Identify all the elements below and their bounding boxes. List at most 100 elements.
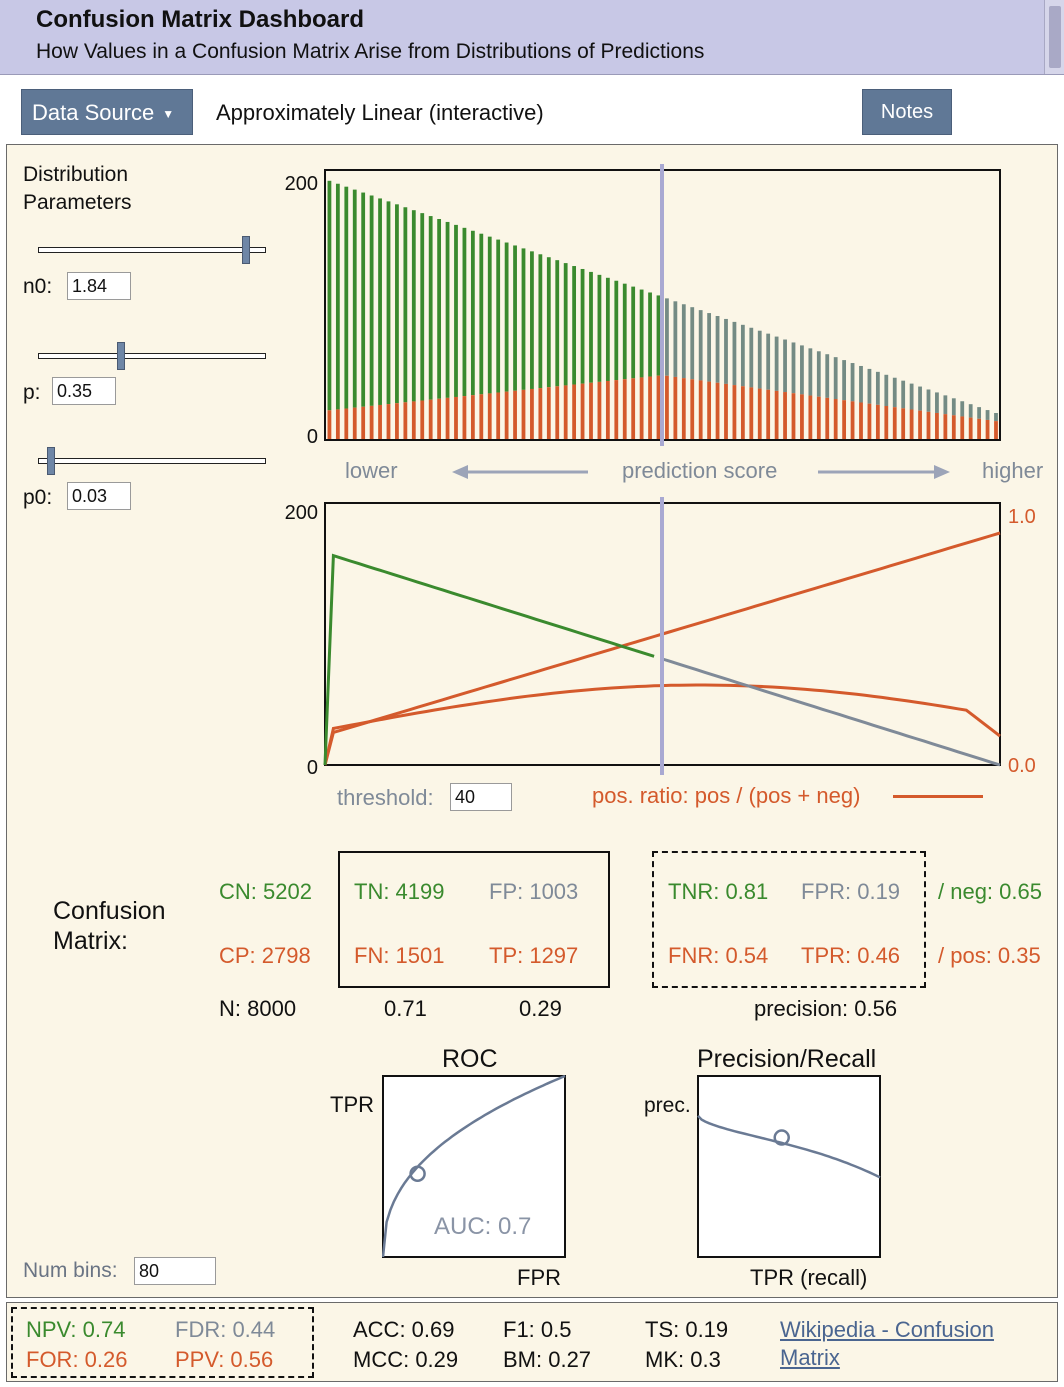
histogram-pos-bar <box>639 377 644 440</box>
histogram-neg-bar <box>732 321 737 386</box>
histogram-pos-bar <box>454 396 458 440</box>
histogram-neg-bar <box>622 283 627 380</box>
histogram-neg-bar <box>555 260 560 387</box>
histogram-pos-bar <box>538 388 543 440</box>
p-label: p: <box>23 381 41 404</box>
histogram-neg-bar <box>867 368 872 404</box>
histogram-pos-bar <box>850 401 855 440</box>
header-scrollbar[interactable] <box>1044 0 1064 74</box>
histogram-neg-bar <box>572 266 577 385</box>
scrollbar-thumb[interactable] <box>1049 6 1061 68</box>
histogram-neg-bar <box>951 398 956 416</box>
histogram-pos-bar <box>901 408 906 440</box>
pr-title: Precision/Recall <box>697 1045 877 1073</box>
histogram-pos-bar <box>622 379 627 440</box>
cumulative-y-max: 200 <box>285 502 318 524</box>
histogram-neg-bar <box>833 357 838 400</box>
roc-xlabel: FPR <box>517 1265 561 1290</box>
p-input[interactable]: 0.35 <box>52 377 116 405</box>
num-bins-input[interactable]: 80 <box>134 1257 216 1285</box>
histogram-neg-bar <box>479 233 484 395</box>
histogram-neg-bar <box>580 268 585 384</box>
histogram-neg-bar <box>454 224 458 397</box>
params-heading-line2: Parameters <box>23 191 132 214</box>
notes-button[interactable]: Notes <box>862 89 952 135</box>
histogram-neg-bar <box>563 263 568 386</box>
ts-value: TS: 0.19 <box>645 1317 729 1342</box>
histogram-pos-bar <box>690 379 695 440</box>
app-subtitle: How Values in a Confusion Matrix Arise f… <box>36 40 705 63</box>
tp-count: TP: 1297 <box>489 943 579 968</box>
histogram-pos-bar <box>597 381 602 440</box>
histogram-neg-bar <box>428 216 433 400</box>
roc-chart: AUC: 0.7 <box>382 1075 566 1258</box>
histogram-neg-bar <box>926 389 931 412</box>
histogram-neg-bar <box>496 239 501 393</box>
histogram-neg-bar <box>808 348 813 396</box>
data-source-button[interactable]: Data Source ▼ <box>21 89 193 135</box>
histogram-pos-bar <box>892 407 897 440</box>
histogram-pos-bar <box>926 411 931 440</box>
cn-count: CN: 5202 <box>219 879 312 904</box>
histogram-pos-bar <box>791 393 796 440</box>
cp-count: CP: 2798 <box>219 943 311 968</box>
histogram-neg-bar <box>875 371 880 405</box>
n0-input[interactable]: 1.84 <box>67 272 131 300</box>
histogram-pos-bar <box>665 375 669 440</box>
p-slider-thumb[interactable] <box>117 342 125 370</box>
histogram-pos-bar <box>411 401 416 440</box>
axis-prediction-score-label: prediction score <box>622 458 778 483</box>
fdr-value: FDR: 0.44 <box>175 1317 276 1342</box>
histogram-neg-bar <box>690 307 695 380</box>
histogram-pos-bar <box>673 376 678 440</box>
roc-curve <box>382 1075 566 1258</box>
matrix-heading-line2: Matrix: <box>53 927 128 955</box>
histogram-neg-bar <box>665 298 669 376</box>
histogram-pos-bar <box>800 394 804 440</box>
p0-slider[interactable] <box>38 458 266 464</box>
wikipedia-link[interactable]: Wikipedia - Confusion <box>780 1317 994 1342</box>
histogram-neg-bar <box>681 304 686 379</box>
histogram-y-max: 200 <box>285 173 318 195</box>
histogram-pos-bar <box>555 386 560 440</box>
fnr-value: FNR: 0.54 <box>668 943 769 968</box>
arrow-right-icon <box>818 465 950 479</box>
histogram-pos-bar <box>437 398 442 440</box>
histogram-neg-bar <box>724 318 728 384</box>
histogram-pos-bar <box>513 390 517 440</box>
histogram-pos-bar <box>335 409 340 440</box>
arrow-left-icon <box>452 465 588 479</box>
histogram-pos-bar <box>479 394 484 440</box>
histogram-neg-bar <box>985 410 990 420</box>
pos-ratio-legend-line <box>893 795 983 798</box>
histogram-neg-bar <box>884 374 889 406</box>
params-heading-line1: Distribution <box>23 163 129 186</box>
n0-slider[interactable] <box>38 247 266 253</box>
histogram-neg-bar <box>631 286 636 379</box>
wikipedia-link-line2[interactable]: Matrix <box>780 1345 840 1370</box>
histogram-pos-bar <box>462 396 467 440</box>
histogram-neg-bar <box>892 377 897 408</box>
histogram-pos-bar <box>504 391 509 440</box>
histogram-neg-bar <box>538 254 543 389</box>
fn-count: FN: 1501 <box>354 943 445 968</box>
for-value: FOR: 0.26 <box>26 1347 128 1372</box>
p-slider[interactable] <box>38 353 266 359</box>
p0-slider-thumb[interactable] <box>46 447 55 475</box>
histogram-pos-bar <box>918 410 922 440</box>
histogram-pos-bar <box>740 386 745 440</box>
histogram-neg-bar <box>504 242 509 392</box>
pr-ylabel: prec. <box>644 1094 691 1117</box>
ratio-y-max: 1.0 <box>1008 506 1036 528</box>
p0-input[interactable]: 0.03 <box>67 482 131 510</box>
n-total: N: 8000 <box>219 996 297 1021</box>
cumulative-neg-curve <box>323 553 655 766</box>
ratio-y-min: 0.0 <box>1008 755 1036 777</box>
histogram-neg-bar <box>825 354 830 398</box>
histogram-neg-bar <box>791 342 796 394</box>
threshold-input[interactable]: 40 <box>450 783 512 811</box>
acc-value: ACC: 0.69 <box>353 1317 455 1342</box>
histogram-neg-bar <box>673 301 678 377</box>
histogram-pos-bar <box>732 385 737 440</box>
n0-slider-thumb[interactable] <box>242 236 251 264</box>
